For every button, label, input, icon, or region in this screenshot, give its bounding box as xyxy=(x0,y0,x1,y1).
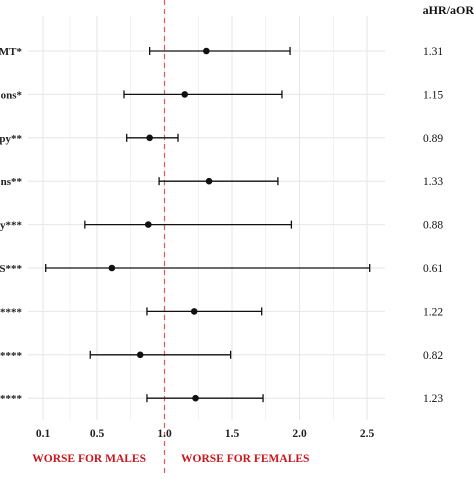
column-header: aHR/aOR xyxy=(423,3,474,17)
value-label: 1.22 xyxy=(423,306,443,318)
x-tick-label: 1.5 xyxy=(225,428,240,440)
row-label: a**** xyxy=(0,350,23,362)
point-estimate xyxy=(145,221,152,228)
point-estimate xyxy=(203,47,210,55)
point-estimate xyxy=(192,394,199,402)
value-label: 0.61 xyxy=(423,263,443,275)
value-label: 0.82 xyxy=(423,350,443,362)
value-label: 1.31 xyxy=(423,46,443,58)
row-label: ***** xyxy=(0,393,23,405)
row-label: y*** xyxy=(0,220,23,232)
x-tick-label: 0.5 xyxy=(90,428,105,440)
point-estimate xyxy=(136,351,144,359)
value-label: 0.88 xyxy=(423,220,443,232)
x-tick-label: 2.5 xyxy=(360,428,375,440)
point-estimate xyxy=(190,308,198,315)
point-estimate xyxy=(146,134,153,142)
row-label: S*** xyxy=(0,263,22,275)
row-label: MT* xyxy=(0,46,22,58)
value-label: 1.23 xyxy=(423,393,443,405)
value-label: 1.33 xyxy=(423,176,443,188)
row-label: py** xyxy=(0,133,22,145)
row-label: ons* xyxy=(1,89,23,101)
value-label: 1.15 xyxy=(423,89,443,101)
point-estimate xyxy=(108,264,116,272)
x-tick-label: 0.1 xyxy=(36,428,51,440)
annotation-left: WORSE FOR MALES xyxy=(32,453,146,465)
row-label: s**** xyxy=(0,306,22,318)
annotation-right: WORSE FOR FEMALES xyxy=(181,453,309,465)
point-estimate xyxy=(181,91,189,98)
x-tick-label: 1.0 xyxy=(157,428,172,440)
point-estimate xyxy=(205,177,213,185)
x-tick-label: 2.0 xyxy=(292,428,307,440)
value-label: 0.89 xyxy=(423,133,443,145)
row-label: ns** xyxy=(1,176,23,188)
